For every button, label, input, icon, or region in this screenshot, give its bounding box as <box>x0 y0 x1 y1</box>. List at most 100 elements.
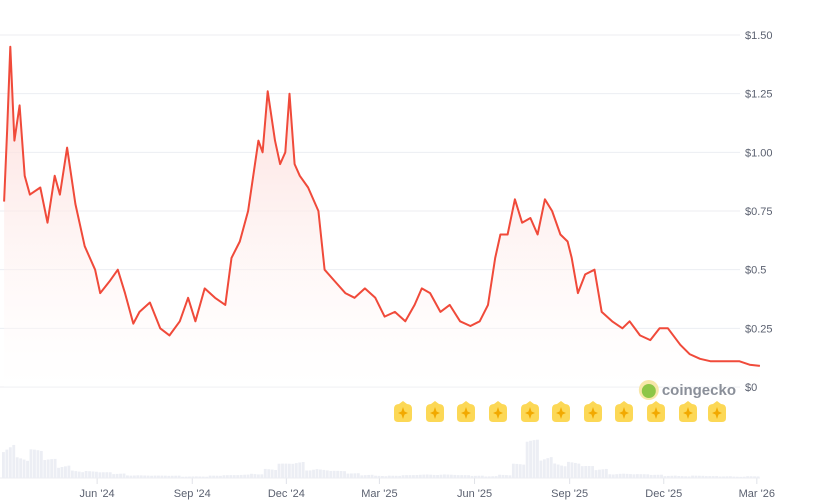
volume-bar <box>394 475 398 478</box>
volume-bar <box>715 476 719 478</box>
volume-bar <box>153 475 157 478</box>
price-line <box>3 45 761 367</box>
volume-bar <box>367 474 371 478</box>
volume-bar <box>704 476 708 478</box>
volume-bar <box>122 473 126 478</box>
volume-bar <box>101 472 105 478</box>
volume-bar <box>343 471 346 478</box>
volume-bar <box>622 473 626 478</box>
star-badge-icon[interactable] <box>552 401 570 422</box>
x-tick-label: Jun '25 <box>457 488 492 500</box>
volume-bar <box>570 462 574 478</box>
volume-bar <box>642 474 646 478</box>
volume-bar <box>687 476 691 478</box>
volume-bar <box>525 441 529 478</box>
volume-bar <box>349 473 353 478</box>
star-badge-icon[interactable] <box>647 401 665 422</box>
volume-bar <box>336 470 340 478</box>
volume-bar <box>157 475 160 478</box>
star-badge-icon[interactable] <box>489 401 507 422</box>
volume-bar <box>635 474 639 478</box>
volume-bar <box>563 466 567 478</box>
volume-bar <box>443 474 446 478</box>
star-badge-icon[interactable] <box>679 401 697 422</box>
y-tick-label: $0.5 <box>745 265 766 277</box>
volume-bar <box>477 475 481 478</box>
y-tick-label: $0 <box>745 382 757 394</box>
volume-bar <box>177 475 181 478</box>
volume-bar <box>98 472 102 478</box>
volume-bar <box>670 475 674 478</box>
volume-bar <box>542 459 546 478</box>
volume-bar <box>181 476 185 478</box>
star-badge-icon[interactable] <box>584 401 602 422</box>
volume-bar <box>515 463 519 478</box>
volume-bar <box>708 476 712 478</box>
volume-bar <box>363 475 367 478</box>
volume-bar <box>584 466 588 478</box>
volume-bar <box>219 475 222 478</box>
x-tick-label: Dec '25 <box>645 488 682 500</box>
volume-bar <box>549 457 553 478</box>
volume-bar <box>201 476 205 478</box>
volume-bar <box>229 475 233 478</box>
volume-bar <box>456 475 460 478</box>
volume-bar <box>260 474 264 478</box>
volume-bar <box>756 476 760 478</box>
star-badge-icon[interactable] <box>457 401 475 422</box>
volume-bar <box>498 474 501 478</box>
volume-bar <box>356 473 360 478</box>
volume-bar <box>591 466 595 478</box>
volume-bar <box>105 472 109 478</box>
volume-bar <box>436 475 439 478</box>
volume-bar <box>208 475 212 478</box>
volume-bar <box>553 463 557 478</box>
price-area <box>4 46 760 387</box>
volume-bar <box>50 459 54 478</box>
volume-bar <box>587 466 591 478</box>
volume-bar <box>129 475 133 478</box>
volume-bar <box>387 475 391 478</box>
volume-bar <box>487 476 491 478</box>
volume-bar <box>615 474 619 478</box>
volume-bar <box>174 475 178 478</box>
volume-bar <box>91 471 95 478</box>
volume-bar <box>753 476 756 478</box>
volume-bar <box>691 475 694 478</box>
volume-bar <box>15 457 19 478</box>
volume-bar <box>198 476 202 478</box>
star-badge-icon[interactable] <box>394 401 412 422</box>
volume-bar <box>505 475 508 478</box>
volume-bar <box>60 467 64 478</box>
volume-bar <box>108 472 112 478</box>
volume-bar <box>212 475 216 478</box>
volume-bar <box>425 474 429 478</box>
volume-bar <box>580 466 584 478</box>
volume-bar <box>608 474 612 478</box>
star-badge-icon[interactable] <box>615 401 633 422</box>
volume-bar <box>422 474 426 478</box>
y-tick-label: $1.00 <box>745 147 773 159</box>
x-tick-label: Mar '25 <box>361 488 397 500</box>
volume-bar <box>684 476 688 478</box>
volume-bar <box>449 474 453 478</box>
volume-bar <box>243 474 247 478</box>
star-badge-icon[interactable] <box>426 401 444 422</box>
volume-bar <box>246 474 250 478</box>
y-tick-label: $1.25 <box>745 89 773 101</box>
y-tick-label: $1.50 <box>745 30 773 42</box>
volume-bar <box>284 463 288 478</box>
volume-bar <box>567 461 570 478</box>
volume-bar <box>281 463 284 478</box>
volume-bar <box>308 470 312 478</box>
volume-bar <box>225 475 229 478</box>
volume-bar <box>291 463 295 478</box>
volume-bar <box>377 475 381 478</box>
volume-bar <box>115 473 119 478</box>
volume-bar <box>415 474 419 478</box>
volume-bar <box>64 466 67 478</box>
volume-bar <box>126 475 129 478</box>
star-badge-icon[interactable] <box>708 401 726 422</box>
star-badge-icon[interactable] <box>521 401 539 422</box>
volume-bar <box>718 476 722 478</box>
